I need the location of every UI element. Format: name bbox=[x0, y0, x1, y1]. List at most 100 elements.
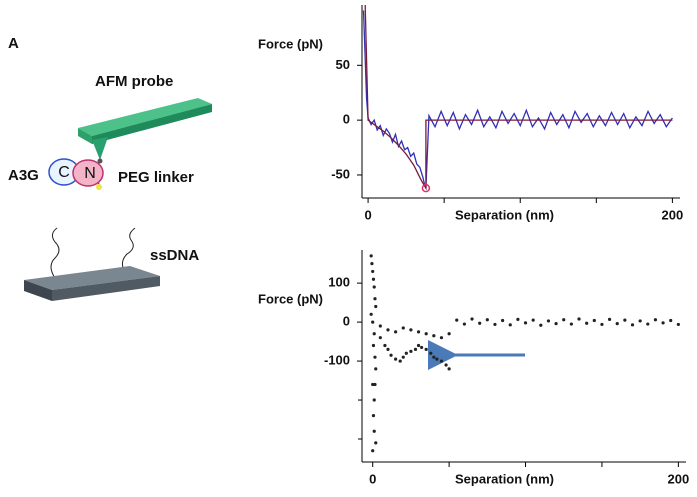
data-point bbox=[531, 318, 535, 322]
data-point bbox=[374, 367, 378, 371]
data-point bbox=[398, 359, 402, 363]
data-point bbox=[394, 357, 398, 361]
y-tick-label: 0 bbox=[343, 314, 350, 329]
data-point bbox=[373, 297, 377, 301]
data-point bbox=[615, 322, 619, 326]
linker-dot bbox=[96, 184, 102, 190]
y-axis-label: Force (pN) bbox=[258, 291, 323, 306]
x-tick-label: 0 bbox=[369, 471, 376, 486]
data-point bbox=[432, 355, 436, 359]
data-point bbox=[404, 351, 408, 355]
data-point bbox=[420, 345, 424, 350]
data-point bbox=[646, 322, 650, 326]
x-axis-label: Separation (nm) bbox=[455, 207, 554, 222]
cantilever-top bbox=[78, 98, 212, 136]
data-point bbox=[661, 321, 665, 325]
data-point bbox=[577, 317, 581, 321]
data-point bbox=[638, 319, 642, 323]
domain-n bbox=[72, 159, 104, 187]
y-tick-label: -50 bbox=[331, 166, 350, 181]
data-point bbox=[378, 324, 382, 328]
data-point bbox=[585, 321, 589, 325]
data-point bbox=[409, 349, 413, 353]
x-tick-label: 200 bbox=[662, 207, 684, 222]
protein-label: A3G bbox=[8, 167, 39, 184]
data-point bbox=[539, 323, 543, 327]
linker-dot bbox=[97, 158, 103, 164]
panel-label: A bbox=[8, 35, 19, 52]
data-point bbox=[371, 449, 375, 453]
y-axis-label: Force (pN) bbox=[258, 36, 323, 51]
domain-c-label: C bbox=[58, 164, 70, 181]
data-point bbox=[424, 347, 428, 351]
data-point bbox=[401, 355, 405, 359]
data-point bbox=[383, 343, 387, 348]
data-point bbox=[485, 318, 489, 322]
data-point bbox=[432, 334, 436, 338]
data-point bbox=[371, 414, 376, 418]
data-point bbox=[554, 322, 558, 326]
data-point bbox=[371, 320, 375, 324]
ssdna-strand bbox=[121, 227, 136, 273]
data-point bbox=[386, 328, 390, 332]
data-point bbox=[371, 277, 376, 281]
probe-label: AFM probe bbox=[95, 73, 173, 90]
data-point bbox=[424, 332, 428, 336]
highlight-point bbox=[421, 183, 431, 193]
domain-n-label: N bbox=[84, 165, 96, 182]
data-point bbox=[371, 382, 375, 387]
probe-tip bbox=[92, 137, 108, 160]
dna-label: ssDNA bbox=[150, 247, 199, 264]
y-tick-label: 0 bbox=[343, 112, 350, 127]
y-tick-label: 100 bbox=[328, 275, 350, 290]
data-point bbox=[413, 347, 418, 351]
data-point bbox=[462, 322, 466, 326]
data-point bbox=[607, 317, 612, 321]
surface-top bbox=[24, 266, 160, 290]
linker-label: PEG linker bbox=[118, 169, 194, 186]
data-point bbox=[470, 317, 474, 321]
ssdna-strand bbox=[50, 227, 60, 279]
plot-area bbox=[362, 5, 673, 191]
data-point bbox=[370, 262, 374, 266]
data-point bbox=[371, 269, 375, 274]
data-point bbox=[676, 322, 680, 327]
data-point bbox=[374, 304, 378, 309]
data-point bbox=[394, 330, 398, 334]
data-point bbox=[523, 321, 528, 325]
data-point bbox=[516, 317, 520, 321]
data-point bbox=[562, 318, 566, 322]
plot-area bbox=[369, 254, 680, 453]
data-point bbox=[386, 347, 390, 351]
data-line bbox=[362, 10, 673, 189]
data-point bbox=[669, 318, 673, 323]
data-point bbox=[493, 322, 497, 327]
data-point bbox=[374, 441, 378, 445]
x-axis-label: Separation (nm) bbox=[455, 471, 554, 486]
surface-front bbox=[52, 276, 160, 301]
data-point bbox=[369, 312, 373, 316]
data-point bbox=[439, 336, 444, 340]
data-point bbox=[369, 254, 373, 258]
data-point bbox=[653, 318, 658, 322]
data-point bbox=[435, 357, 439, 361]
diagram: A AFM probe PEG linker C N A3G ssDNA bbox=[8, 35, 212, 301]
data-point bbox=[401, 326, 405, 330]
y-tick-label: -100 bbox=[324, 353, 350, 368]
data-point bbox=[372, 285, 376, 289]
data-point bbox=[508, 323, 512, 327]
data-line bbox=[364, 5, 673, 191]
data-point bbox=[447, 332, 451, 336]
data-point bbox=[447, 367, 451, 371]
data-point bbox=[372, 332, 376, 336]
surface-side bbox=[24, 280, 52, 301]
data-point bbox=[429, 351, 433, 355]
data-point bbox=[389, 353, 393, 357]
data-point bbox=[630, 323, 635, 327]
data-point bbox=[478, 321, 482, 325]
data-point bbox=[373, 382, 377, 387]
data-point bbox=[546, 319, 551, 323]
data-point bbox=[371, 343, 376, 348]
data-point bbox=[501, 318, 505, 323]
